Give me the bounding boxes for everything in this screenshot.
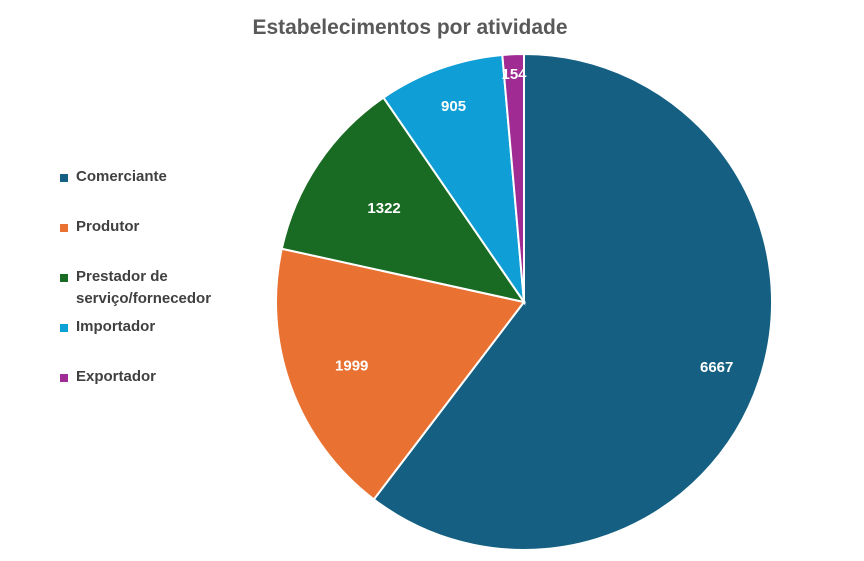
chart-title: Estabelecimentos por atividade xyxy=(252,16,568,39)
legend-item-comerciante: Comerciante xyxy=(60,166,246,188)
pie-slice-comerciante xyxy=(372,52,773,551)
legend-item-produtor: Produtor xyxy=(60,216,246,238)
legend-label-prestador: Prestador de serviço/fornecedor xyxy=(76,268,212,307)
pie-slice-prestador xyxy=(280,96,527,304)
legend-item-importador: Importador xyxy=(60,316,246,338)
legend-label-exportador: Exportador xyxy=(76,368,157,385)
data-label-produtor: 1999 xyxy=(335,357,368,374)
data-label-prestador: 1322 xyxy=(367,200,400,217)
pie-slice-exportador xyxy=(501,52,525,303)
legend-item-prestador: Prestador de serviço/fornecedor xyxy=(60,266,236,310)
pie-slice-produtor xyxy=(275,247,526,501)
legend-item-exportador: Exportador xyxy=(60,366,246,388)
legend-swatch-comerciante xyxy=(60,174,68,182)
legend-swatch-importador xyxy=(60,324,68,332)
legend-label-produtor: Produtor xyxy=(76,218,140,235)
legend-swatch-prestador xyxy=(60,274,68,282)
legend-label-comerciante: Comerciante xyxy=(76,168,167,185)
data-label-comerciante: 6667 xyxy=(700,359,733,376)
data-label-exportador: 154 xyxy=(501,66,527,83)
legend-label-importador: Importador xyxy=(76,318,156,335)
legend-swatch-produtor xyxy=(60,224,68,232)
pie-slice-importador xyxy=(382,53,526,306)
legend-swatch-exportador xyxy=(60,374,68,382)
data-label-importador: 905 xyxy=(441,98,466,115)
